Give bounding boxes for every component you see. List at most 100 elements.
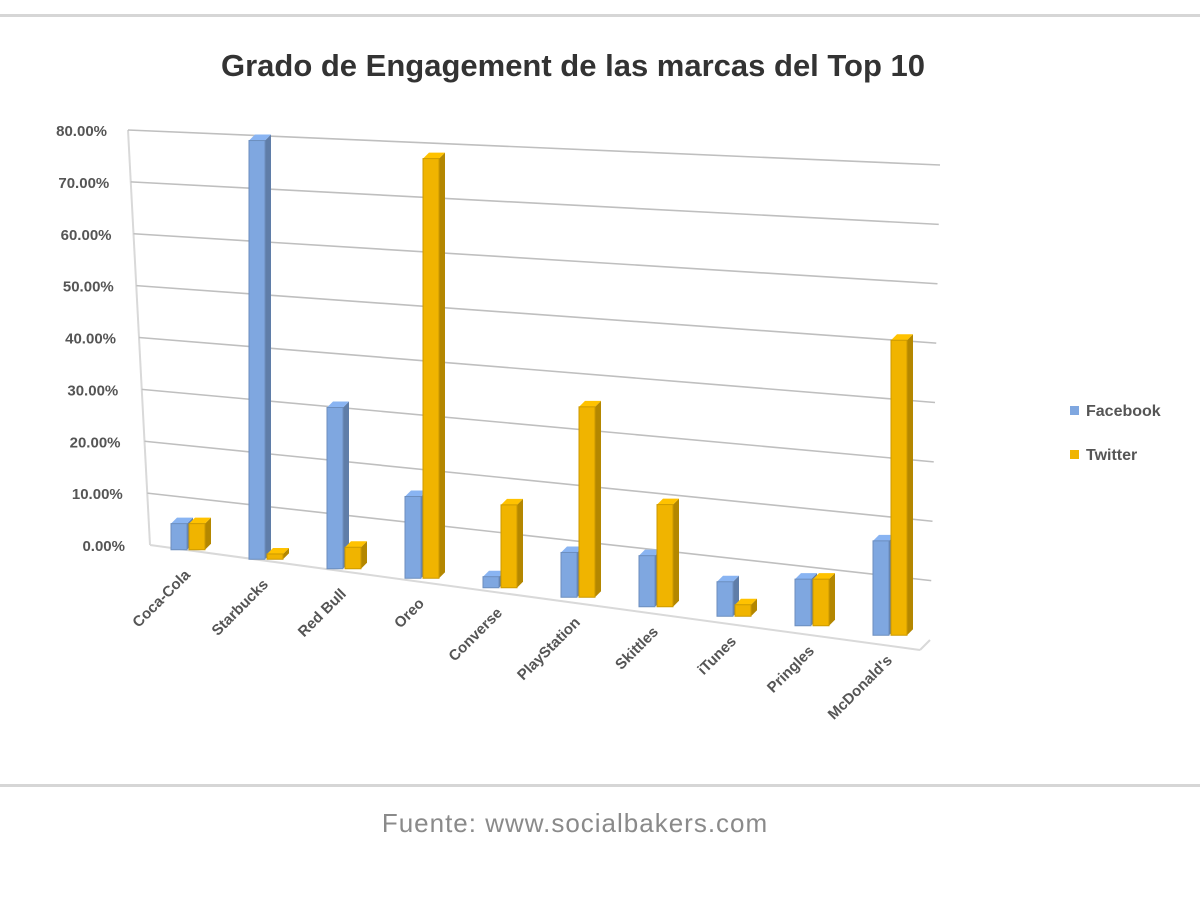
bar-side (205, 517, 211, 550)
x-tick-label: Oreo (391, 595, 428, 632)
bar-top (717, 575, 739, 582)
bar-side (829, 573, 835, 626)
bar-face (794, 578, 812, 627)
bar-face (656, 504, 674, 608)
chart-axes (127, 129, 931, 651)
bar-face (326, 407, 344, 570)
bar-facebook (248, 134, 271, 560)
y-tick-label: 20.00% (70, 434, 121, 451)
bar-face (266, 553, 284, 560)
bar-twitter (890, 334, 913, 636)
bar-top (405, 490, 427, 497)
bar-top (561, 546, 583, 553)
bar-face (422, 158, 440, 579)
gridline (141, 388, 934, 463)
bar-twitter (656, 498, 679, 608)
bar-side (751, 598, 757, 617)
bar-face (404, 496, 422, 579)
bar-twitter (266, 547, 289, 560)
bar-face (560, 551, 578, 598)
bar-twitter (734, 598, 757, 617)
bar-twitter (188, 517, 211, 551)
chart-bars (170, 134, 913, 636)
bar-face (812, 578, 830, 627)
top-border-line (0, 14, 1200, 17)
bar-face (872, 540, 890, 636)
gridline (147, 492, 932, 582)
bar-top (795, 573, 817, 580)
bar-face (734, 604, 752, 617)
bar-facebook (326, 401, 349, 570)
bar-face (248, 140, 266, 560)
x-tick-label: Pringles (764, 643, 818, 697)
bar-top (423, 152, 445, 159)
bar-top (327, 401, 349, 408)
bar-top (579, 400, 601, 407)
legend-label-facebook: Facebook (1086, 403, 1161, 420)
x-tick-label: iTunes (694, 633, 739, 678)
bar-side (907, 334, 913, 636)
bar-side (361, 541, 367, 569)
floor-edge (149, 544, 921, 651)
bar-face (716, 581, 734, 617)
floor-corner (919, 639, 931, 651)
bar-top (813, 573, 835, 580)
bar-twitter (344, 541, 367, 570)
bar-side (343, 401, 349, 569)
bar-top (639, 549, 661, 556)
bar-top (345, 541, 367, 548)
source-caption: Fuente: www.socialbakers.com (381, 808, 769, 838)
bar-twitter (578, 400, 601, 598)
bar-top (483, 570, 505, 577)
x-tick-label: Red Bull (295, 586, 350, 641)
bottom-border-line (0, 784, 1200, 787)
x-tick-label: Starbucks (209, 576, 272, 639)
bar-face (188, 523, 206, 551)
bar-twitter (422, 152, 445, 579)
bar-top (891, 334, 913, 341)
x-tick-label: Coca-Cola (129, 566, 194, 631)
bar-top (657, 498, 679, 505)
bar-face (578, 406, 596, 598)
x-tick-label: Skittles (612, 624, 662, 674)
x-tick-label: McDonald's (825, 652, 896, 723)
y-tick-label: 60.00% (61, 227, 112, 244)
chart-legend: Facebook Twitter (1070, 403, 1161, 464)
legend-swatch-facebook (1070, 406, 1079, 415)
gridline (144, 440, 933, 523)
bar-face (500, 504, 518, 589)
legend-swatch-twitter (1070, 450, 1079, 459)
chart-labels: 0.00% 10.00% 20.00% 30.00% 40.00% 50.00% 60.00… (56, 123, 896, 723)
bar-top (189, 517, 211, 524)
gridline (138, 336, 936, 404)
bar-face (344, 546, 362, 570)
bar-side (517, 498, 523, 588)
chart-title: Grado de Engagement de las marcas del To… (221, 48, 925, 83)
bar-side (595, 400, 601, 598)
x-tick-label: Converse (445, 605, 505, 665)
bar-top (873, 534, 895, 541)
bar-top (267, 547, 289, 554)
bar-face (482, 576, 500, 589)
bar-face (638, 555, 656, 608)
bar-top (501, 498, 523, 505)
bar-top (249, 134, 271, 141)
y-tick-label: 10.00% (72, 486, 123, 503)
y-tick-label: 50.00% (63, 279, 114, 296)
bar-facebook (716, 575, 739, 617)
y-tick-label: 80.00% (56, 123, 107, 140)
bar-face (170, 523, 188, 551)
bar-side (439, 152, 445, 579)
bar-twitter (500, 498, 523, 589)
bar-side (265, 134, 271, 560)
bar-side (673, 498, 679, 607)
legend-label-twitter: Twitter (1086, 447, 1137, 464)
y-tick-label: 70.00% (58, 175, 109, 192)
y-tick-label: 30.00% (67, 382, 118, 399)
bar-top (171, 517, 193, 524)
bar-face (890, 339, 908, 636)
y-tick-label: 0.00% (82, 538, 125, 555)
x-tick-label: PlayStation (514, 614, 584, 684)
bar-twitter (812, 573, 835, 627)
